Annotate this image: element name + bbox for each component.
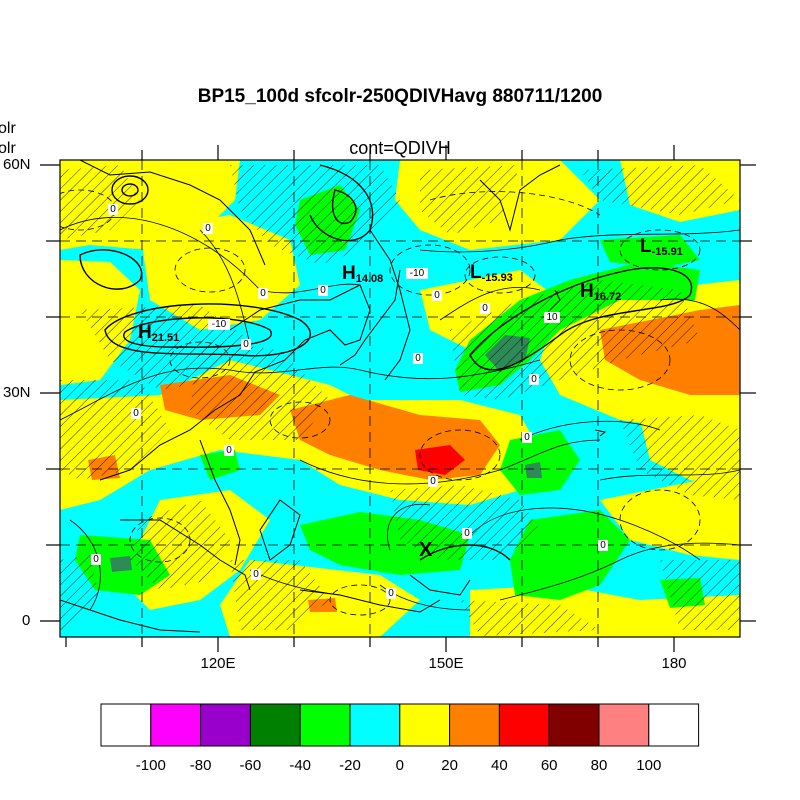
hatched-regions: [60, 165, 740, 636]
contour-label-bg: [428, 476, 438, 487]
colorbar-box: [249, 703, 301, 747]
lat-label-30n: 30N: [3, 384, 31, 401]
colorbar-box: [299, 703, 351, 747]
lon-label-180: 180: [661, 655, 687, 672]
colorbar-box: [498, 703, 550, 747]
contour-label: 0: [482, 303, 488, 314]
contour-label: 0: [205, 223, 211, 234]
contour-label: 0: [260, 288, 266, 299]
contour-label: 10: [546, 312, 558, 323]
colorbar-tick-label: -60: [239, 757, 262, 774]
colorbar-tick-label: -100: [135, 757, 166, 774]
contour-label-bg: [258, 288, 268, 299]
colorbar-box: [648, 703, 700, 747]
pressure-center-label: H14.08: [342, 263, 384, 285]
left-cut-label: olr: [0, 140, 16, 157]
contour-label-bg: [598, 540, 608, 551]
colorbar-box: [548, 703, 600, 747]
contour-label: 0: [93, 554, 99, 565]
map-frame: [59, 159, 741, 638]
contour-label-bg: [203, 223, 213, 234]
colorbar-tick-label: 100: [636, 757, 662, 774]
contour-label: -10: [410, 268, 425, 279]
colorbar-box: [150, 703, 202, 747]
colorbar-box: [100, 703, 152, 747]
contour-label: 0: [524, 432, 530, 443]
colorbar-box: [399, 703, 451, 747]
contour-label-bg: [251, 569, 261, 580]
lat-label-60n: 60N: [3, 156, 31, 173]
contour-label-bg: [406, 268, 428, 279]
contour-label-bg: [131, 408, 141, 419]
pressure-center-label: H16.72: [580, 281, 622, 303]
map-title: BP15_100d sfcolr-250QDIVHavg 880711/1200: [197, 86, 603, 107]
contour-label: 0: [531, 374, 537, 385]
contour-label: 0: [415, 353, 421, 364]
contour-label-bg: [432, 290, 442, 301]
colorbar-tick-label: 40: [491, 757, 508, 774]
contour-label-bg: [224, 445, 234, 456]
contour-label: 0: [133, 408, 139, 419]
contour-label-bg: [318, 285, 328, 296]
contour-label-bg: [462, 528, 472, 539]
contour-label: 0: [243, 339, 249, 350]
contour-label: -10: [212, 319, 227, 330]
contour-label-bg: [480, 303, 490, 314]
marker-x: X: [419, 539, 433, 561]
contour-label-bg: [108, 204, 118, 215]
contour-label: 0: [388, 588, 394, 599]
colorbar-tick-label: 60: [540, 757, 558, 774]
pressure-center-label: L-15.91: [640, 236, 683, 258]
colorbar-box: [349, 703, 401, 747]
colorbar-box: [200, 703, 251, 747]
pressure-center-label: H21.51: [138, 322, 180, 344]
left-cut-label: olr: [0, 120, 16, 137]
contour-label-group: 0 0 0 -10 0 0 -10 0 0 10 0 0 0 0 0 0 0 0 0 0 0: [91, 204, 608, 599]
lat-label-eq: 0: [22, 612, 31, 629]
contour-label-bg: [386, 588, 396, 599]
colorbar-tick-label: 20: [441, 757, 458, 774]
colorbar-box: [598, 703, 650, 747]
contour-label-bg: [241, 339, 251, 350]
map-plot-area: [60, 160, 740, 637]
contour-label-bg: [208, 319, 230, 330]
contour-label: 0: [434, 290, 440, 301]
contour-label: 0: [110, 204, 116, 215]
pressure-center-label: L-15.93: [470, 262, 513, 284]
contour-label: 0: [253, 569, 259, 580]
contour-label: 0: [320, 285, 326, 296]
colorbar-tick-label: 0: [395, 757, 404, 774]
lat-lon-grid: [60, 160, 740, 637]
axis-ticks: [40, 145, 756, 652]
lon-label-120e: 120E: [200, 655, 236, 672]
map-subtitle: cont=QDIVH: [349, 138, 451, 158]
peak-olr-region: [415, 445, 465, 475]
colorbar-box: [449, 703, 500, 747]
contour-label-bg: [413, 353, 423, 364]
colorbar-tick-label: -20: [339, 757, 361, 774]
contour-label-bg: [529, 374, 539, 385]
contour-label: 0: [464, 528, 470, 539]
contour-label-bg: [522, 432, 532, 443]
contour-label: 0: [226, 445, 232, 456]
contour-label-bg: [91, 554, 101, 565]
colorbar-tick-label: 80: [590, 757, 608, 774]
positive-contours: [79, 164, 693, 561]
contour-label: 0: [600, 540, 606, 551]
colorbar-tick-label: -80: [189, 757, 212, 774]
contour-label-bg: [544, 312, 560, 323]
colorbar: [100, 703, 700, 747]
lon-label-150e: 150E: [428, 655, 464, 672]
contour-label: 0: [430, 476, 436, 487]
colorbar-tick-label: -40: [289, 757, 312, 774]
